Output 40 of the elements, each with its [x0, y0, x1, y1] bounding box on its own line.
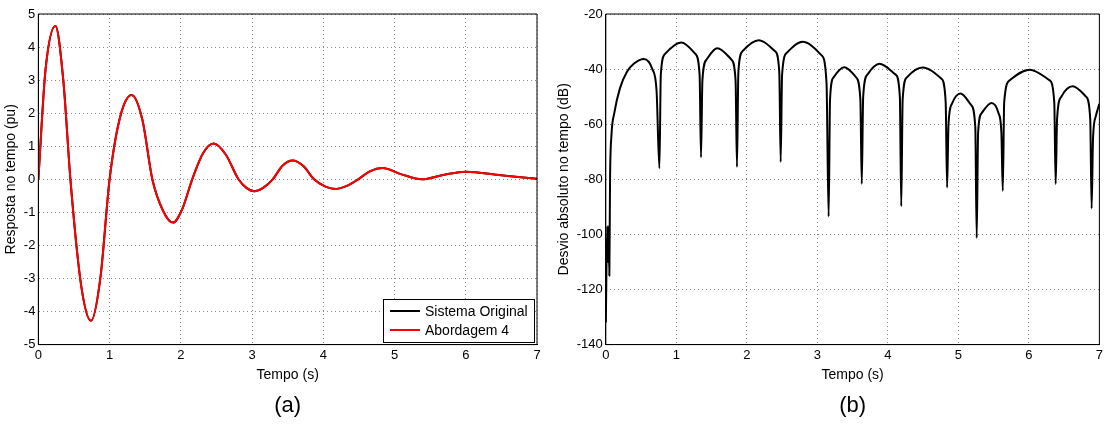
legend-label: Sistema Original	[425, 301, 528, 321]
y-tick-label: -80	[584, 170, 603, 186]
x-tick-label: 4	[884, 346, 892, 362]
y-tick-label: -100	[576, 225, 603, 241]
x-tick-label: 5	[390, 346, 399, 362]
y-tick-label: -5	[23, 336, 36, 352]
y-tick-label: -60	[584, 115, 603, 131]
y-tick-label: 5	[28, 5, 36, 21]
x-tick-label: 6	[1025, 346, 1033, 362]
y-tick-label: 4	[28, 38, 36, 54]
x-axis-title: Tempo (s)	[256, 366, 319, 383]
y-tick-label: 0	[28, 170, 36, 186]
x-tick-label: 2	[177, 346, 185, 362]
x-tick-label: 5	[954, 346, 962, 362]
y-tick-label: -40	[584, 60, 603, 76]
y-tick-label: -3	[23, 270, 36, 286]
x-tick-label: 2	[743, 346, 751, 362]
y-tick-label: -120	[576, 281, 603, 297]
x-tick-label: 7	[1095, 346, 1103, 362]
x-tick-label: 1	[105, 346, 114, 362]
x-tick-label: 3	[813, 346, 821, 362]
y-axis-title: Resposta no tempo (pu)	[2, 104, 19, 255]
x-tick-label: 3	[248, 346, 256, 362]
y-tick-label: 1	[28, 137, 36, 153]
y-tick-label: 2	[28, 104, 36, 120]
y-tick-label: -140	[576, 336, 603, 352]
y-tick-label: 3	[28, 71, 36, 87]
text: (b)	[838, 392, 868, 418]
y-axis-title: Desvio absoluto no tempo (dB)	[555, 83, 572, 276]
y-tick-label: -4	[23, 303, 36, 319]
y-tick-label: -20	[584, 5, 603, 21]
y-tick-label: -2	[23, 237, 36, 252]
text: (a)	[273, 392, 303, 418]
x-axis-title: Tempo (s)	[821, 366, 884, 383]
legend-label: Abordagem 4	[425, 320, 510, 340]
x-tick-label: 7	[533, 346, 541, 362]
x-tick-label: 1	[672, 346, 680, 362]
y-tick-label: -1	[23, 203, 36, 219]
x-tick-label: 4	[319, 346, 327, 362]
x-tick-label: 6	[462, 346, 470, 362]
